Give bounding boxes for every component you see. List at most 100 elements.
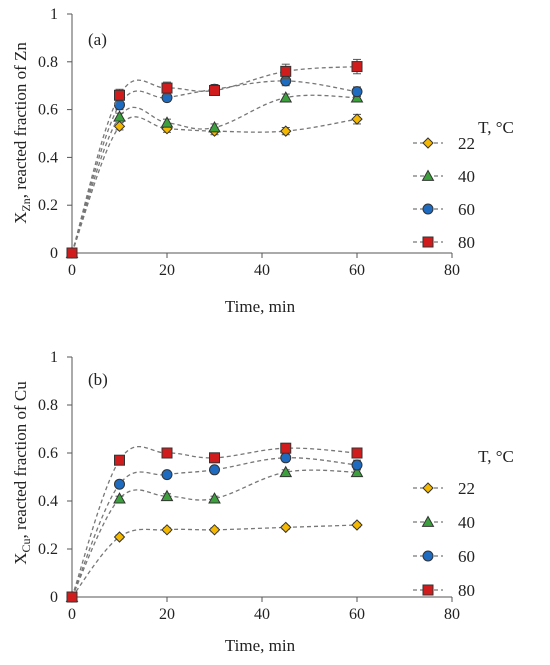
data-point — [280, 521, 292, 534]
y-tick-label: 1 — [50, 6, 58, 23]
x-tick-label: 80 — [444, 262, 460, 279]
data-point — [161, 82, 173, 94]
series-line — [71, 446, 358, 598]
y-tick-label: 0.8 — [38, 397, 58, 414]
data-point — [160, 116, 174, 128]
data-point — [161, 447, 173, 459]
x-tick-label: 80 — [444, 606, 460, 623]
data-point — [113, 531, 126, 543]
y-axis-label-main: X — [11, 552, 30, 564]
data-point — [280, 65, 292, 77]
legend-marker — [422, 137, 434, 149]
y-tick-label: 0.8 — [38, 54, 58, 71]
y-tick-label: 0 — [50, 589, 58, 606]
x-tick-label: 0 — [68, 262, 76, 279]
data-point — [351, 86, 363, 98]
legend-label: 22 — [458, 479, 475, 498]
series-80 — [66, 58, 363, 259]
data-point — [114, 454, 125, 466]
data-point — [160, 489, 174, 502]
data-point — [113, 492, 126, 504]
legend-marker — [422, 236, 434, 248]
series-line — [71, 524, 358, 598]
data-point — [161, 524, 173, 536]
legend-marker — [422, 203, 434, 215]
panel-a: (a) Time, min XZn, reacted fraction of Z… — [11, 6, 514, 316]
series-line — [71, 94, 358, 254]
panel-label: (b) — [88, 370, 108, 389]
data-point — [66, 247, 78, 259]
legend-entry-22: 22 — [413, 134, 475, 153]
data-point — [351, 447, 363, 459]
legend-title: T, °C — [478, 118, 514, 137]
data-point — [209, 464, 220, 476]
data-point — [280, 452, 292, 464]
x-tick-label: 40 — [254, 606, 270, 623]
y-tick-label: 0.6 — [38, 102, 58, 119]
y-tick-label: 0.4 — [38, 149, 58, 166]
x-tick-label: 20 — [159, 262, 175, 279]
legend-entry-60: 60 — [413, 547, 475, 566]
series-40 — [65, 91, 364, 258]
data-point — [113, 110, 126, 122]
data-point — [209, 452, 220, 464]
panel-b: (b) Time, min XCu, reacted fraction of C… — [11, 349, 514, 655]
series-60 — [66, 452, 363, 603]
y-axis-label: XZn, reacted fraction of Zn — [11, 42, 33, 224]
data-point — [351, 459, 363, 471]
legend-label: 40 — [458, 513, 475, 532]
x-axis-label: Time, min — [225, 636, 296, 655]
data-point — [114, 89, 125, 101]
y-tick-label: 1 — [50, 349, 58, 366]
data-point — [208, 492, 221, 504]
x-tick-label: 20 — [159, 606, 175, 623]
legend-entry-22: 22 — [413, 479, 475, 498]
legend-marker — [422, 550, 434, 562]
data-point — [209, 84, 220, 96]
y-axis-label: XCu, reacted fraction of Cu — [11, 381, 33, 565]
legend-label: 22 — [458, 134, 475, 153]
y-axis-label-sub: Cu — [19, 538, 33, 552]
data-point — [280, 125, 292, 137]
series-22 — [66, 113, 363, 259]
series-line — [71, 80, 358, 254]
y-axis-label-sub: Zn — [19, 198, 33, 211]
legend-label: 40 — [458, 167, 475, 186]
y-tick-label: 0.2 — [38, 197, 58, 214]
x-tick-label: 0 — [68, 606, 76, 623]
series-line — [71, 469, 358, 598]
panel-label: (a) — [88, 30, 107, 49]
legend-label: 60 — [458, 547, 475, 566]
y-tick-label: 0.4 — [38, 493, 58, 510]
y-axis-label-main: X — [11, 212, 30, 224]
data-point — [350, 465, 364, 478]
data-point — [208, 120, 221, 133]
y-axis-label-rest: , reacted fraction of Zn — [11, 42, 30, 199]
x-tick-label: 60 — [349, 606, 365, 623]
data-point — [279, 91, 293, 103]
legend-entry-40: 40 — [413, 167, 475, 186]
data-point — [280, 442, 292, 454]
data-point — [351, 519, 363, 531]
legend-marker — [421, 169, 435, 181]
data-point — [66, 591, 78, 603]
legend-marker — [422, 584, 434, 596]
data-point — [161, 469, 173, 481]
series-22 — [66, 519, 363, 603]
plot-area: 0 20 40 60 80 0 0.2 0.4 0.6 0.8 1 — [38, 349, 460, 623]
y-axis-label-rest: , reacted fraction of Cu — [11, 381, 30, 539]
legend-label: 80 — [458, 233, 475, 252]
y-tick-label: 0 — [50, 245, 58, 262]
legend-entry-80: 80 — [413, 233, 475, 252]
series-80 — [66, 442, 363, 603]
data-point — [113, 120, 126, 133]
x-axis-label: Time, min — [225, 297, 296, 316]
data-point — [351, 61, 363, 73]
legend-entry-40: 40 — [413, 513, 475, 532]
legend-marker — [421, 515, 435, 527]
plot-area: 0 20 40 60 80 0 0.2 0.4 0.6 0.8 1 — [38, 6, 460, 279]
x-tick-label: 40 — [254, 262, 270, 279]
legend-entry-60: 60 — [413, 200, 475, 219]
y-tick-label: 0.6 — [38, 445, 58, 462]
